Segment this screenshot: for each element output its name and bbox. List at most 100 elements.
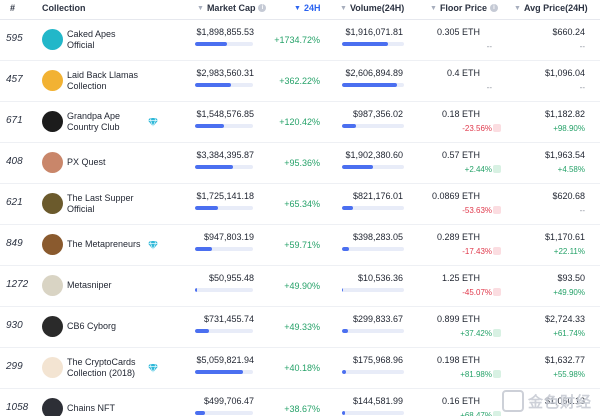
info-icon[interactable]: i	[258, 4, 267, 12]
volume-bar	[342, 42, 404, 46]
collection-name[interactable]: CB6 Cyborg	[67, 321, 149, 332]
market-cap-header[interactable]: ▼ Market Cap i	[197, 3, 267, 13]
collection-name-line2: Collection	[67, 81, 107, 91]
avg-price-value: $93.50	[557, 273, 585, 283]
market-cap-value: $731,455.74	[203, 314, 254, 324]
collection-name-line1: Metasniper	[67, 280, 112, 290]
last-supper-avatar-icon[interactable]	[42, 193, 63, 214]
market-cap-bar-fill	[195, 411, 206, 415]
metasniper-avatar-icon[interactable]	[42, 275, 63, 296]
floor-change-value: +37.42%	[460, 329, 492, 338]
info-icon[interactable]: i	[489, 4, 498, 12]
sort-caret-icon: ▼	[430, 4, 437, 12]
table-row[interactable]: 408 PX Quest $3,384,395.87 +95.36% $1,90…	[0, 143, 600, 184]
change-24h-header[interactable]: ▼ 24H	[294, 3, 321, 13]
rank-number: 1058	[6, 402, 29, 413]
floor-price-value: 0.899 ETH	[436, 314, 480, 324]
cyborg-avatar-icon[interactable]	[42, 316, 63, 337]
cryptocards-avatar-icon[interactable]	[42, 357, 63, 378]
llama-avatar-icon[interactable]	[42, 70, 63, 91]
avg-price-header[interactable]: ▼ Avg Price(24H)	[514, 3, 588, 13]
collection-name-line1: Chains NFT	[67, 403, 116, 413]
volume-bar-fill	[342, 124, 356, 128]
avg-change-value: +55.98%	[553, 370, 585, 379]
px-quest-avatar-icon[interactable]	[42, 152, 63, 173]
chains-avatar-icon[interactable]	[42, 398, 63, 416]
table-header: # Collection ▼ Market Cap i ▼ 24H ▼ Volu…	[0, 0, 600, 20]
change-24h-value: +1734.72%	[274, 35, 320, 45]
volume-bar	[342, 206, 404, 210]
volume-bar-fill	[342, 411, 346, 415]
watermark: 金色财经	[501, 390, 592, 412]
caked-apes-avatar-icon[interactable]	[42, 29, 63, 50]
volume-value: $1,916,071.81	[345, 27, 403, 37]
market-cap-value: $1,725,141.18	[196, 191, 254, 201]
grandpa-ape-avatar-icon[interactable]	[42, 111, 63, 132]
collection-name-line2: Collection (2018)	[67, 368, 136, 378]
collection-name[interactable]: Caked Apes Official	[67, 29, 149, 51]
sort-caret-icon: ▼	[197, 4, 204, 12]
collection-name-line2: Country Club	[67, 122, 120, 132]
volume-bar	[342, 83, 404, 87]
verified-diamond-icon	[148, 117, 158, 127]
collection-name[interactable]: Chains NFT	[67, 403, 149, 414]
collection-name-line1: The Last Supper	[67, 193, 134, 203]
market-cap-bar	[195, 370, 253, 374]
market-cap-bar	[195, 165, 253, 169]
market-cap-value: $3,384,395.87	[196, 150, 254, 160]
table-row[interactable]: 671 Grandpa Ape Country Club $1,548,576.…	[0, 102, 600, 143]
market-cap-bar-fill	[195, 247, 213, 251]
market-cap-value: $947,803.19	[203, 232, 254, 242]
volume-header[interactable]: ▼ Volume(24H)	[340, 3, 405, 13]
floor-trend-icon	[493, 288, 501, 296]
rank-number: 621	[6, 197, 23, 208]
avg-price-value: $660.24	[552, 27, 585, 37]
collection-name[interactable]: Metasniper	[67, 280, 149, 291]
volume-value: $175,968.96	[352, 355, 403, 365]
floor-price-header[interactable]: ▼ Floor Price i	[430, 3, 498, 13]
table-row[interactable]: 299 The CryptoCards Collection (2018) $5…	[0, 348, 600, 389]
collection-name-line1: PX Quest	[67, 157, 106, 167]
volume-value: $1,902,380.60	[345, 150, 403, 160]
table-row[interactable]: 930 CB6 Cyborg $731,455.74 +49.33% $299,…	[0, 307, 600, 348]
market-cap-bar-fill	[195, 288, 198, 292]
avg-change-value: +98.90%	[553, 124, 585, 133]
market-cap-bar-fill	[195, 124, 224, 128]
collection-name[interactable]: The CryptoCards Collection (2018)	[67, 357, 149, 379]
rank-number: 595	[6, 33, 23, 44]
avg-change-value: --	[579, 83, 585, 92]
collection-name[interactable]: The Last Supper Official	[67, 193, 149, 215]
verified-diamond-icon	[148, 240, 158, 250]
market-cap-value: $1,548,576.85	[196, 109, 254, 119]
collection-name-line1: Grandpa Ape	[67, 111, 121, 121]
table-row[interactable]: 457 Laid Back Llamas Collection $2,983,5…	[0, 61, 600, 102]
floor-change-value: +2.44%	[464, 165, 492, 174]
watermark-text: 金色财经	[527, 393, 592, 411]
market-cap-bar	[195, 83, 253, 87]
floor-change-value: -23.56%	[462, 124, 492, 133]
collection-name[interactable]: PX Quest	[67, 157, 149, 168]
collection-name-line1: Caked Apes	[67, 29, 116, 39]
collection-name[interactable]: Grandpa Ape Country Club	[67, 111, 149, 133]
volume-bar-fill	[342, 247, 350, 251]
collection-header[interactable]: Collection	[42, 3, 86, 13]
avg-price-value: $1,963.54	[544, 150, 585, 160]
volume-bar-fill	[342, 329, 349, 333]
collection-name[interactable]: The Metapreneurs	[67, 239, 149, 250]
change-24h-value: +38.67%	[284, 404, 320, 414]
avg-change-value: +61.74%	[553, 329, 585, 338]
rank-number: 457	[6, 74, 23, 85]
change-24h-value: +362.22%	[279, 76, 320, 86]
metapreneurs-avatar-icon[interactable]	[42, 234, 63, 255]
market-cap-bar	[195, 247, 253, 251]
market-cap-bar	[195, 411, 253, 415]
collection-name[interactable]: Laid Back Llamas Collection	[67, 70, 149, 92]
table-row[interactable]: 1058 Chains NFT $499,706.47 +38.67% $144…	[0, 389, 600, 416]
volume-bar	[342, 329, 404, 333]
avg-change-value: +4.58%	[557, 165, 585, 174]
table-row[interactable]: 621 The Last Supper Official $1,725,141.…	[0, 184, 600, 225]
avg-price-value: $1,096.04	[544, 68, 585, 78]
table-row[interactable]: 849 The Metapreneurs $947,803.19 +59.71%…	[0, 225, 600, 266]
table-row[interactable]: 595 Caked Apes Official $1,898,855.53 +1…	[0, 20, 600, 61]
table-row[interactable]: 1272 Metasniper $50,955.48 +49.90% $10,5…	[0, 266, 600, 307]
